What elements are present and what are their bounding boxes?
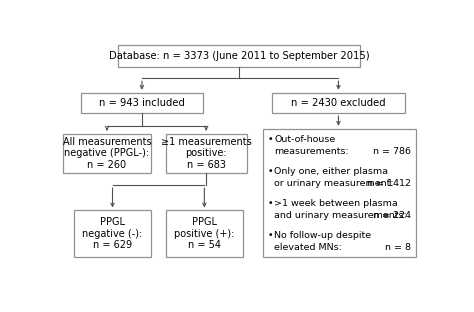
Text: Out-of-house: Out-of-house: [274, 135, 336, 144]
FancyBboxPatch shape: [74, 210, 151, 257]
FancyBboxPatch shape: [166, 134, 246, 173]
Text: n = 786: n = 786: [373, 147, 411, 156]
Text: measurements:: measurements:: [274, 147, 349, 156]
FancyBboxPatch shape: [82, 93, 202, 113]
Text: n = 1412: n = 1412: [367, 179, 411, 188]
Text: ≥1 measurements
positive:
n = 683: ≥1 measurements positive: n = 683: [161, 137, 252, 170]
Text: •: •: [267, 167, 273, 176]
Text: PPGL
positive (+):
n = 54: PPGL positive (+): n = 54: [174, 217, 235, 251]
Text: No follow-up despite: No follow-up despite: [274, 231, 371, 240]
Text: >1 week between plasma: >1 week between plasma: [274, 199, 398, 208]
Text: n = 943 included: n = 943 included: [99, 98, 185, 108]
FancyBboxPatch shape: [63, 134, 151, 173]
FancyBboxPatch shape: [272, 93, 405, 113]
Text: •: •: [267, 199, 273, 208]
FancyBboxPatch shape: [118, 45, 360, 67]
Text: and urinary measurements:: and urinary measurements:: [274, 211, 407, 220]
Text: PPGL
negative (-):
n = 629: PPGL negative (-): n = 629: [82, 217, 143, 251]
Text: •: •: [267, 135, 273, 144]
Text: n = 8: n = 8: [385, 243, 411, 252]
Text: •: •: [267, 231, 273, 240]
Text: or urinary measurement:: or urinary measurement:: [274, 179, 394, 188]
Text: n = 2430 excluded: n = 2430 excluded: [291, 98, 386, 108]
Text: All measurements
negative (PPGL-):
n = 260: All measurements negative (PPGL-): n = 2…: [63, 137, 151, 170]
Text: Database: n = 3373 (June 2011 to September 2015): Database: n = 3373 (June 2011 to Septemb…: [109, 51, 370, 61]
FancyBboxPatch shape: [263, 129, 416, 257]
Text: n = 224: n = 224: [373, 211, 411, 220]
FancyBboxPatch shape: [166, 210, 243, 257]
Text: elevated MNs:: elevated MNs:: [274, 243, 342, 252]
Text: Only one, either plasma: Only one, either plasma: [274, 167, 388, 176]
